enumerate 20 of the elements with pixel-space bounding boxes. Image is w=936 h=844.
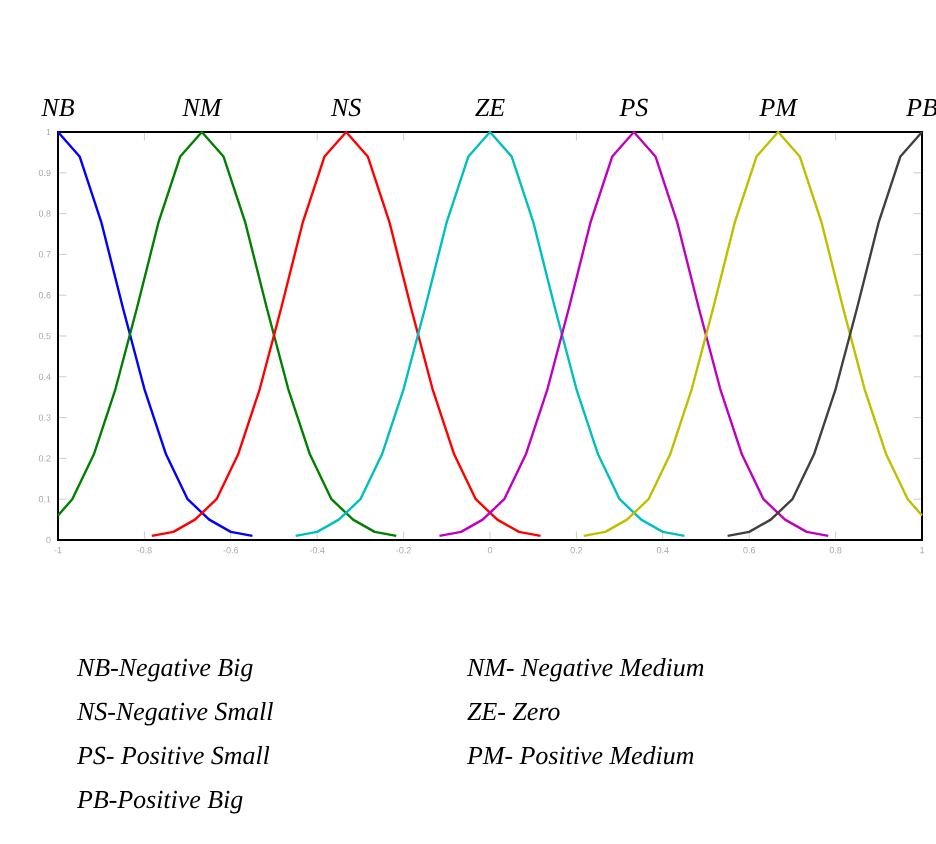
series-label: ZE (475, 99, 505, 116)
line-series (582, 130, 924, 538)
line-series (56, 130, 254, 538)
series-label: NM (182, 99, 223, 116)
text: PM- Positive Medium (466, 746, 694, 765)
text: PS- Positive Small (76, 746, 270, 765)
series-label: NB (41, 99, 74, 117)
line-series (438, 130, 830, 538)
text: NS-Negative Small (76, 702, 273, 726)
line-series (56, 130, 398, 538)
series-label: PS (619, 98, 648, 117)
line-series (150, 130, 542, 538)
series-label: NS (330, 98, 361, 117)
line-series (294, 130, 686, 538)
text: NM- Negative Medium (466, 658, 704, 682)
series-label: PM (759, 99, 799, 116)
text: PB-Positive Big (76, 790, 243, 814)
text: ZE- Zero (467, 703, 560, 721)
line-series (726, 130, 924, 538)
text: NB-Negative Big (76, 658, 253, 682)
